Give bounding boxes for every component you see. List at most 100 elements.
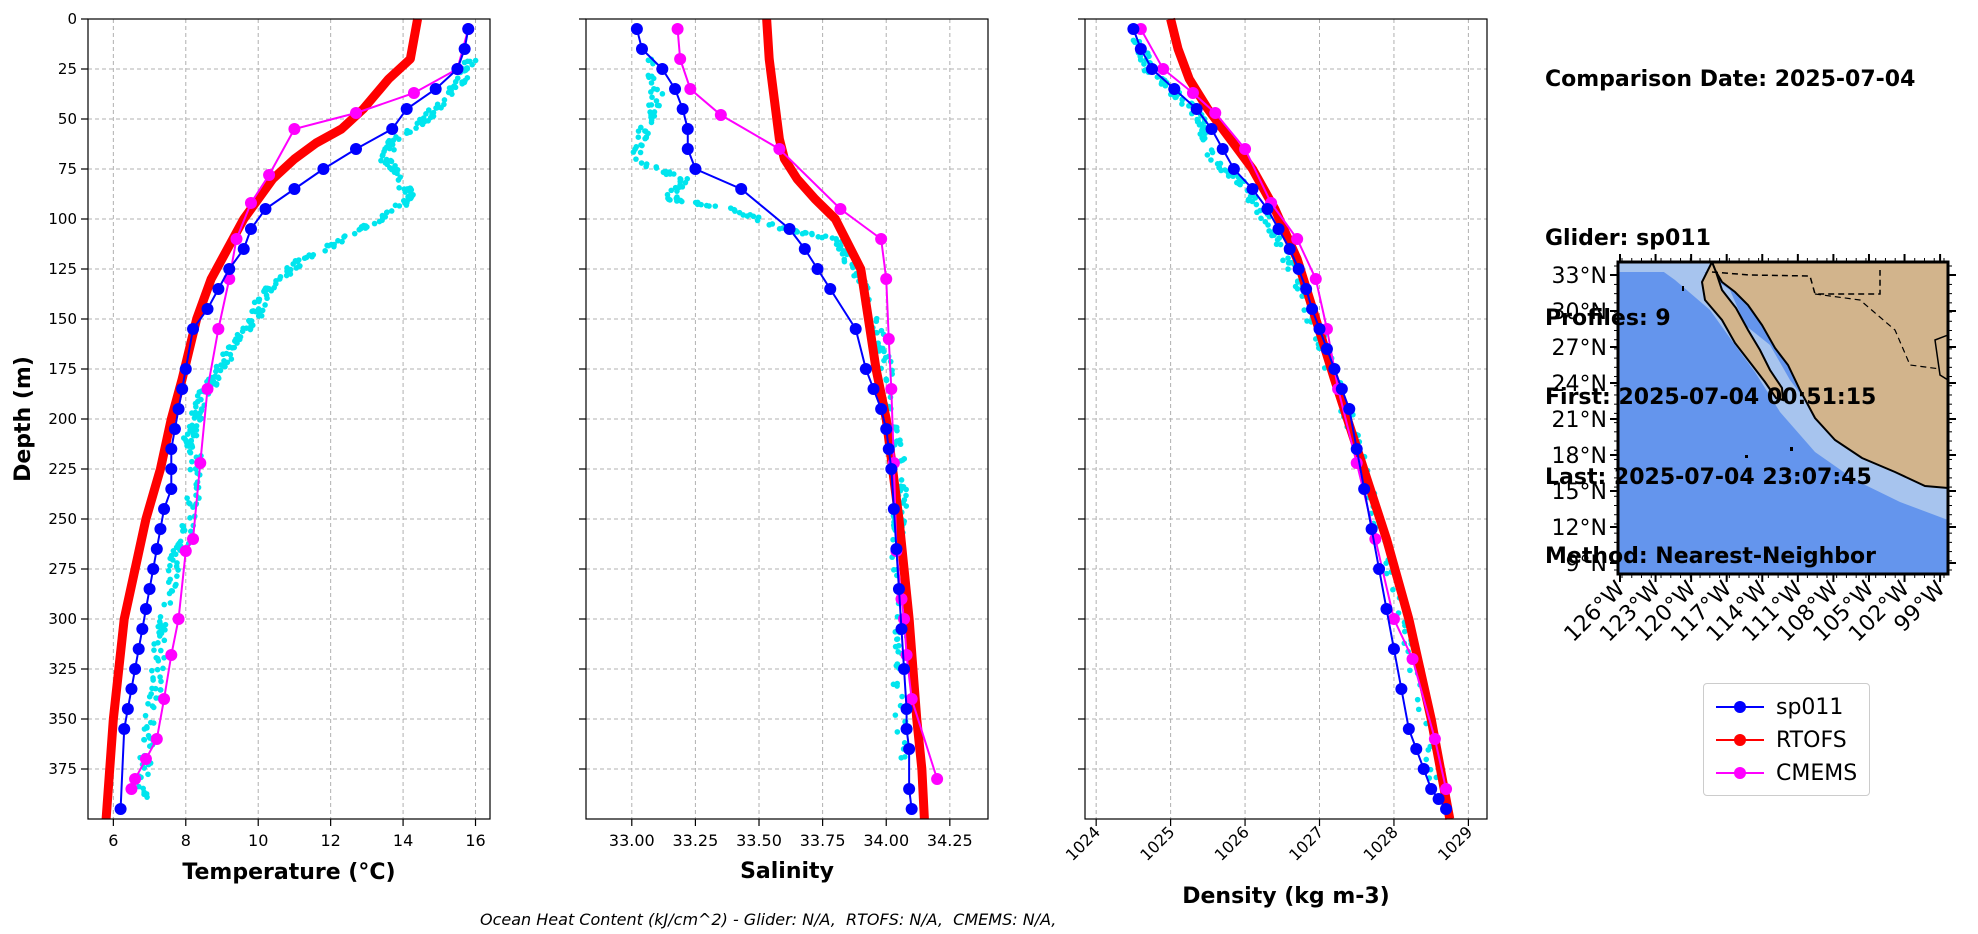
glider-point: [1335, 383, 1348, 395]
raw-glider-point: [659, 91, 666, 97]
x-tick-label: 1027: [1285, 822, 1327, 864]
glider-point: [1283, 243, 1296, 255]
raw-glider-point: [901, 497, 908, 503]
x-tick-label: 34.00: [863, 831, 909, 850]
raw-glider-point: [677, 176, 684, 183]
last-profile-text: Last: 2025-07-04 23:07:45: [1545, 464, 1872, 490]
map-border-us-mexico: [1711, 270, 1881, 295]
glider-point: [237, 243, 250, 255]
glider-point: [139, 603, 152, 615]
comparison-info: Comparison Date: 2025-07-04 Glider: sp01…: [1545, 14, 1915, 597]
raw-glider-point: [462, 67, 469, 74]
glider-point: [875, 403, 888, 415]
glider-point: [1350, 443, 1363, 455]
raw-glider-point: [645, 57, 652, 64]
glider-point: [811, 263, 824, 275]
y-tick-label: 0: [67, 10, 77, 28]
y-tick-label: 225: [48, 460, 77, 478]
raw-glider-point: [165, 567, 172, 574]
cmems-point: [1428, 733, 1441, 745]
cmems-point: [194, 457, 207, 469]
raw-glider-point: [653, 98, 660, 104]
glider-point: [288, 183, 301, 195]
x-tick-label: 34.25: [927, 831, 973, 850]
raw-glider-point: [166, 590, 173, 597]
salinity-x-ticks: 33.00 33.25 33.50 33.75 34.00 34.25: [609, 819, 973, 850]
raw-glider-point: [170, 557, 176, 563]
raw-glider-point: [648, 119, 655, 126]
raw-glider-point: [173, 563, 180, 570]
raw-glider-point: [1197, 131, 1204, 137]
depth-axis-label: Depth (m): [11, 356, 36, 482]
raw-glider-point: [155, 657, 162, 664]
y-tick-label: 300: [48, 610, 77, 628]
raw-glider-point: [168, 552, 175, 559]
cmems-point: [165, 649, 178, 661]
raw-glider-point: [198, 407, 205, 414]
y-tick-label: 125: [48, 260, 77, 278]
x-tick-label: 16: [465, 831, 485, 850]
raw-glider-point: [682, 179, 689, 186]
raw-glider-point: [383, 156, 390, 163]
raw-glider-point: [391, 146, 397, 153]
glider-point: [165, 463, 178, 475]
cmems-point: [172, 613, 185, 625]
raw-glider-point: [1137, 53, 1144, 60]
raw-glider-point: [1194, 116, 1200, 123]
glider-point: [849, 323, 862, 335]
cmems-point: [201, 383, 214, 395]
raw-glider-point: [157, 621, 164, 627]
raw-glider-point: [419, 120, 425, 127]
glider-point: [1380, 603, 1393, 615]
glider-point: [1246, 183, 1259, 195]
raw-glider-point: [261, 288, 267, 295]
glider-point: [154, 523, 167, 535]
glider-point: [635, 43, 648, 55]
raw-glider-point: [750, 213, 757, 220]
map-land-east: [1934, 334, 1948, 381]
map-land-baja: [1700, 262, 1785, 402]
glider-point: [798, 243, 811, 255]
glider-point: [1402, 723, 1415, 735]
cmems-point: [895, 593, 908, 605]
raw-glider-point: [151, 647, 157, 653]
cmems-point: [905, 693, 918, 705]
y-tick-label: 350: [48, 710, 77, 728]
glider-point: [824, 283, 837, 295]
raw-glider-point: [1304, 318, 1310, 324]
raw-glider-point: [149, 685, 155, 692]
glider-point: [1190, 103, 1203, 115]
raw-glider-point: [174, 573, 180, 579]
raw-glider-point: [1415, 706, 1422, 713]
glider-point: [885, 463, 898, 475]
raw-glider-point: [167, 562, 173, 569]
raw-glider-point: [192, 412, 199, 418]
glider-point: [451, 63, 464, 75]
cmems-point: [125, 783, 138, 795]
raw-glider-point: [250, 308, 257, 314]
glider-point: [1395, 683, 1408, 695]
glider-point: [898, 663, 911, 675]
raw-glider-point: [1285, 255, 1291, 261]
glider-point: [1261, 203, 1274, 215]
raw-glider-point: [190, 429, 196, 436]
raw-glider-point: [155, 640, 161, 646]
glider-point: [429, 83, 442, 95]
raw-glider-point: [407, 185, 414, 192]
x-tick-label: 1025: [1136, 822, 1178, 864]
raw-glider-point: [301, 255, 308, 262]
map-shelf: [1650, 262, 1948, 520]
raw-glider-point: [381, 148, 387, 155]
raw-glider-point: [140, 785, 146, 792]
raw-glider-point: [290, 261, 296, 267]
raw-glider-point: [898, 483, 904, 489]
raw-glider-point: [841, 256, 848, 263]
raw-glider-point: [1218, 167, 1224, 174]
cmems-point: [1309, 273, 1322, 285]
glider-point: [129, 663, 142, 675]
raw-glider-point: [236, 336, 243, 343]
raw-glider-point: [322, 247, 328, 254]
raw-glider-point: [145, 771, 151, 778]
glider-point: [201, 303, 214, 315]
raw-glider-point: [371, 220, 378, 227]
